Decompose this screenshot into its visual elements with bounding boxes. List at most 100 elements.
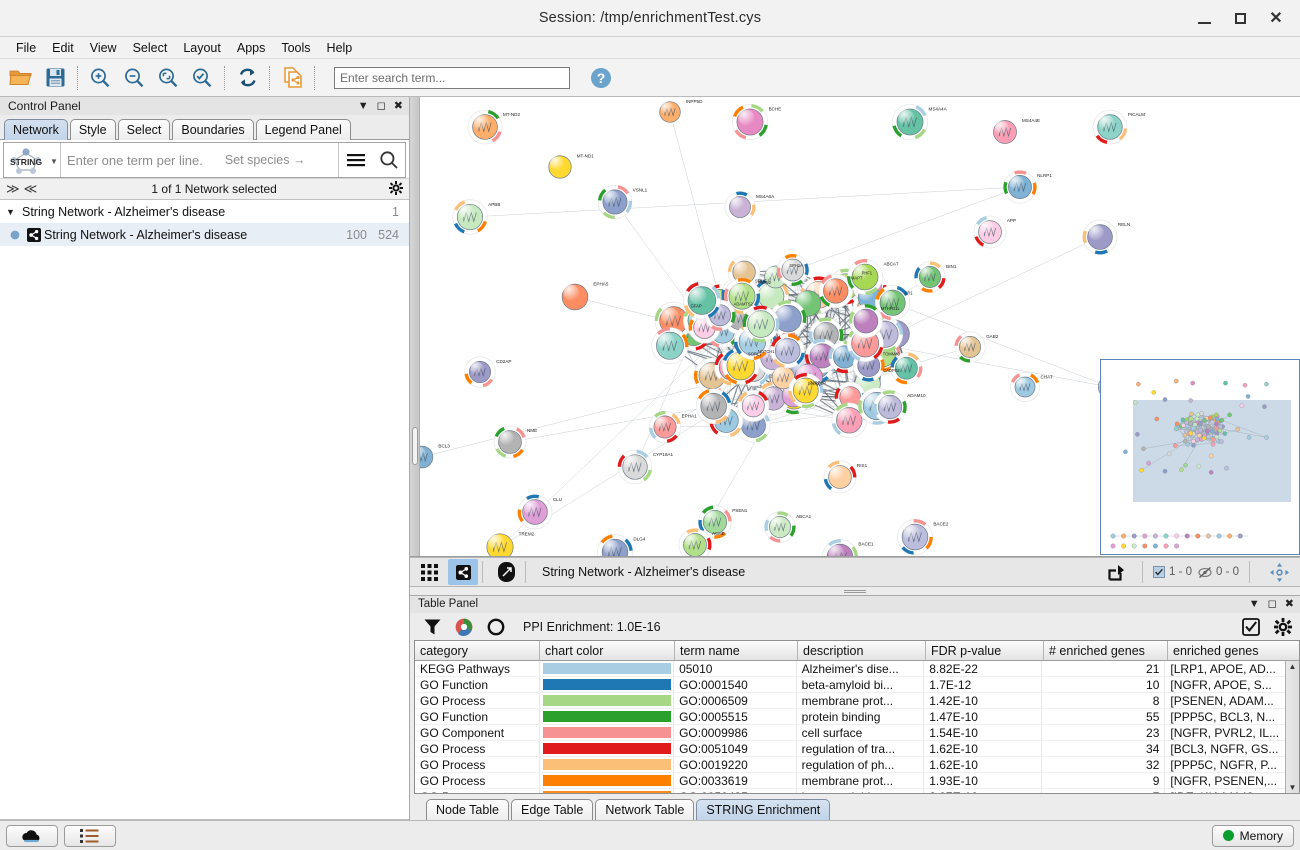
zoom-fit-icon[interactable] xyxy=(151,62,185,94)
table-panel-close-icon[interactable]: ✖ xyxy=(1284,597,1294,610)
share-export-icon[interactable] xyxy=(1102,559,1132,585)
selected-nodes-indicator[interactable]: 1 - 0 xyxy=(1152,566,1192,578)
zoom-in-icon[interactable] xyxy=(83,62,117,94)
gear-icon[interactable] xyxy=(1274,617,1292,636)
refresh-icon[interactable] xyxy=(230,62,264,94)
toolbar-separator-3 xyxy=(269,65,270,90)
network-vertical-scrollbar[interactable] xyxy=(410,97,420,556)
menu-view[interactable]: View xyxy=(89,40,117,55)
tab-boundaries[interactable]: Boundaries xyxy=(172,119,254,140)
cell-fdr: 2.07E-10 xyxy=(924,789,1042,793)
hamburger-menu-icon[interactable] xyxy=(339,143,372,177)
table-vertical-scrollbar[interactable]: ▲ ▼ xyxy=(1285,661,1299,793)
cell-fdr: 1.62E-10 xyxy=(924,741,1042,757)
table-row[interactable]: GO Function GO:0001540 beta-amyloid bi... 1… xyxy=(415,677,1285,694)
string-logo-icon[interactable]: STRING xyxy=(4,143,48,177)
table-body[interactable]: KEGG Pathways 05010 Alzheimer's dise... 8.8… xyxy=(415,661,1285,793)
menu-file[interactable]: File xyxy=(16,40,37,55)
search-icon[interactable] xyxy=(372,143,405,177)
tab-edge-table[interactable]: Edge Table xyxy=(511,799,594,820)
table-panel: Table Panel ▼ ◻ ✖ xyxy=(410,595,1300,820)
memory-status-dot-icon xyxy=(1222,830,1234,841)
birds-eye-view[interactable] xyxy=(1100,359,1300,555)
col-category[interactable]: category xyxy=(415,641,540,661)
tab-legend-panel[interactable]: Legend Panel xyxy=(255,119,351,140)
col-num-enriched-genes[interactable]: # enriched genes xyxy=(1044,641,1168,661)
tab-string-enrichment[interactable]: STRING Enrichment xyxy=(696,799,831,820)
string-network-icon-button[interactable] xyxy=(448,559,478,585)
table-row[interactable]: GO Function GO:0005515 protein binding 1.47… xyxy=(415,709,1285,726)
enrichment-table[interactable]: category chart color term name descripti… xyxy=(414,640,1300,794)
tab-network[interactable]: Network xyxy=(4,119,68,140)
export-network-icon[interactable] xyxy=(275,62,309,94)
scroll-up-icon[interactable]: ▲ xyxy=(1288,662,1297,672)
menu-tools[interactable]: Tools xyxy=(281,40,311,55)
zoom-selected-icon[interactable] xyxy=(185,62,219,94)
network-selected-status: 1 of 1 Network selected xyxy=(151,182,277,196)
search-input[interactable]: Enter search term... xyxy=(334,66,570,89)
memory-button[interactable]: Memory xyxy=(1211,824,1294,847)
set-species-link[interactable]: Set species → xyxy=(224,153,306,167)
open-folder-icon[interactable] xyxy=(4,62,38,94)
maximize-button[interactable] xyxy=(1222,4,1258,34)
tab-select[interactable]: Select xyxy=(117,119,171,140)
string-query-input[interactable]: Enter one term per line. Set species → xyxy=(61,143,338,177)
tab-node-table[interactable]: Node Table xyxy=(426,799,510,820)
cell-chart-color xyxy=(540,677,675,693)
cloud-status-button[interactable] xyxy=(6,824,58,847)
hidden-nodes-indicator[interactable]: 0 - 0 xyxy=(1198,566,1239,579)
table-row[interactable]: GO Process GO:0050435beta-amyloid m...2.0… xyxy=(415,789,1285,793)
gear-icon[interactable] xyxy=(389,180,403,198)
task-list-button[interactable] xyxy=(64,824,116,847)
tab-style[interactable]: Style xyxy=(69,119,116,140)
col-enriched-genes[interactable]: enriched genes xyxy=(1173,643,1259,658)
network-tree-item[interactable]: String Network - Alzheimer's disease 100… xyxy=(0,223,409,246)
col-fdr-pvalue[interactable]: FDR p-value xyxy=(926,641,1044,661)
col-chart-color[interactable]: chart color xyxy=(540,641,675,661)
control-panel-float-icon[interactable]: ◻ xyxy=(376,99,386,112)
menu-select[interactable]: Select xyxy=(132,40,168,55)
donut-ring-icon[interactable] xyxy=(487,618,505,636)
control-panel-body: STRING ▼ Enter one term per line. Set sp… xyxy=(0,139,409,820)
network-view[interactable]: MT-ND2 MT-ND1 VSNL1 CD2AP BCL3 NME CLU CYP19A1 P… xyxy=(410,97,1300,557)
minimize-button[interactable] xyxy=(1186,4,1222,34)
filter-funnel-icon[interactable] xyxy=(424,618,441,636)
table-row[interactable]: GO Process GO:0051049 regulation of tra...… xyxy=(415,741,1285,758)
close-button[interactable]: ✕ xyxy=(1258,4,1294,34)
scrollbar-thumb[interactable] xyxy=(412,427,418,465)
annotation-icon[interactable] xyxy=(491,559,521,585)
grid-layout-icon[interactable] xyxy=(414,559,444,585)
cell-category: GO Process xyxy=(415,789,540,793)
svg-text:CADPS2: CADPS2 xyxy=(883,368,900,373)
help-icon[interactable]: ? xyxy=(584,62,618,94)
checkbox-icon[interactable] xyxy=(1242,617,1260,636)
zoom-out-icon[interactable] xyxy=(117,62,151,94)
cell-description: membrane prot... xyxy=(797,773,925,789)
table-row[interactable]: GO Process GO:0006509 membrane prot... 1.42… xyxy=(415,693,1285,710)
expand-triangle-icon[interactable]: ▼ xyxy=(6,206,15,217)
pie-chart-icon[interactable] xyxy=(455,618,473,636)
table-panel-dropdown-icon[interactable]: ▼ xyxy=(1248,597,1260,610)
table-row[interactable]: GO Process GO:0019220 regulation of ph... 1… xyxy=(415,757,1285,774)
panel-drag-handle[interactable] xyxy=(410,587,1300,595)
menu-help[interactable]: Help xyxy=(326,40,353,55)
table-row[interactable]: GO Process GO:0033619 membrane prot... 1.93… xyxy=(415,773,1285,790)
string-species-caret-icon[interactable]: ▼ xyxy=(50,157,58,166)
menu-apps[interactable]: Apps xyxy=(236,40,266,55)
save-icon[interactable] xyxy=(38,62,72,94)
col-description[interactable]: description xyxy=(798,641,926,661)
tab-network-table[interactable]: Network Table xyxy=(595,799,695,820)
table-row[interactable]: GO Component GO:0009986 cell surface 1.54E-… xyxy=(415,725,1285,742)
control-panel-dropdown-icon[interactable]: ▼ xyxy=(357,99,369,112)
network-tree-group-row[interactable]: ▼ String Network - Alzheimer's disease 1 xyxy=(0,200,409,223)
menu-layout[interactable]: Layout xyxy=(183,40,221,55)
fit-content-icon[interactable] xyxy=(1264,559,1294,585)
table-row[interactable]: KEGG Pathways 05010 Alzheimer's dise... 8.8… xyxy=(415,661,1285,678)
scroll-down-icon[interactable]: ▼ xyxy=(1288,783,1297,792)
col-term-name[interactable]: term name xyxy=(675,641,798,661)
table-panel-float-icon[interactable]: ◻ xyxy=(1267,597,1277,610)
expand-all-icon[interactable]: ≪ xyxy=(23,181,38,196)
control-panel-close-icon[interactable]: ✖ xyxy=(393,99,403,112)
menu-edit[interactable]: Edit xyxy=(52,40,74,55)
collapse-all-icon[interactable]: ≫ xyxy=(6,181,20,196)
